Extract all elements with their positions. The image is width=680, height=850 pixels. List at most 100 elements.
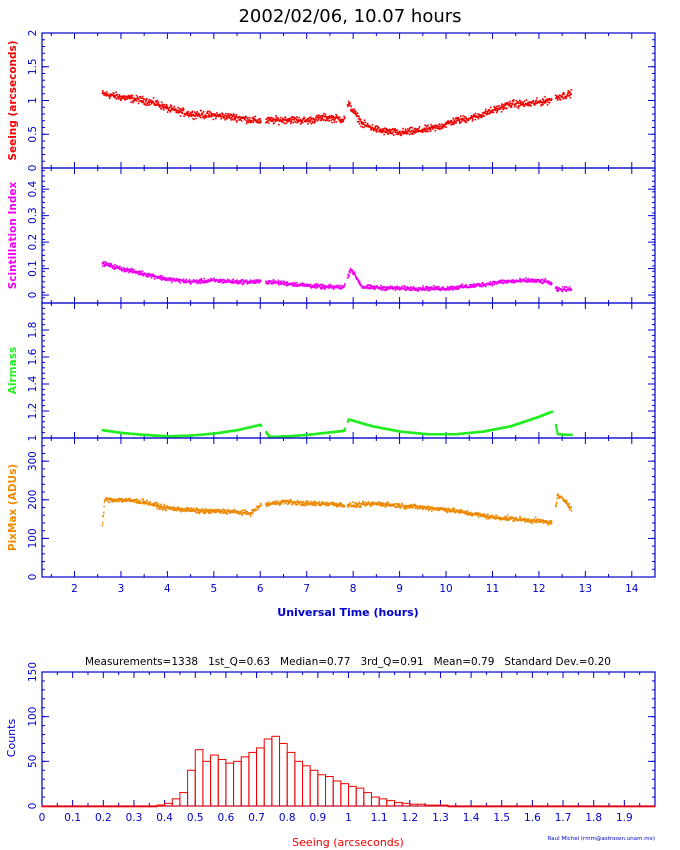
data-point — [233, 116, 236, 119]
data-point — [409, 286, 412, 289]
data-point — [390, 287, 393, 289]
data-point — [343, 117, 346, 120]
data-point — [280, 116, 282, 119]
data-point — [490, 111, 493, 113]
data-point — [353, 271, 356, 273]
data-point — [511, 103, 514, 105]
data-point — [332, 288, 335, 290]
data-point — [513, 281, 516, 284]
data-point — [207, 110, 209, 113]
data-point — [240, 511, 243, 514]
data-point — [373, 288, 376, 291]
data-point — [127, 499, 130, 502]
data-point — [157, 101, 160, 103]
data-point — [259, 505, 262, 507]
data-point — [340, 119, 343, 121]
data-point — [356, 112, 359, 114]
data-point — [204, 507, 207, 510]
data-point — [379, 129, 381, 131]
data-point — [325, 119, 327, 122]
data-point — [570, 92, 572, 95]
data-point — [176, 508, 178, 511]
data-point — [320, 119, 323, 121]
data-point — [253, 282, 255, 284]
data-point — [556, 287, 559, 290]
data-point — [219, 511, 221, 514]
data-point — [384, 130, 387, 133]
data-point — [272, 280, 275, 282]
data-point — [122, 97, 125, 100]
data-point — [348, 271, 351, 273]
data-point — [323, 119, 326, 121]
data-point — [366, 122, 369, 125]
data-point — [469, 285, 472, 288]
data-point — [299, 283, 301, 285]
data-point — [290, 282, 292, 284]
data-point — [364, 121, 367, 124]
data-point — [207, 509, 210, 511]
data-point — [112, 499, 114, 501]
data-point — [378, 130, 380, 133]
data-point — [301, 502, 303, 504]
data-point — [463, 115, 466, 118]
data-point — [148, 98, 151, 101]
data-point — [570, 289, 573, 291]
data-point — [556, 286, 558, 288]
data-point — [190, 510, 192, 513]
data-point — [146, 272, 149, 275]
data-point — [278, 284, 280, 286]
data-point — [119, 96, 122, 98]
data-point — [509, 102, 512, 105]
data-point — [195, 280, 197, 283]
data-point — [416, 128, 419, 131]
data-point — [494, 109, 497, 112]
data-point — [185, 509, 188, 512]
data-point — [465, 283, 467, 286]
data-point — [436, 127, 439, 130]
data-point — [138, 270, 141, 272]
data-point — [135, 94, 138, 97]
data-point — [223, 116, 226, 118]
data-point — [193, 279, 195, 281]
data-point — [547, 282, 550, 285]
data-point — [165, 509, 168, 512]
data-point — [527, 281, 529, 283]
data-point — [206, 281, 209, 284]
data-point — [215, 511, 218, 513]
data-point — [569, 93, 572, 96]
data-point — [126, 267, 129, 270]
data-point — [153, 102, 155, 104]
data-point — [255, 509, 258, 511]
data-point — [538, 281, 541, 284]
data-point — [394, 286, 396, 288]
data-point — [465, 284, 467, 287]
data-point — [296, 499, 299, 502]
data-point — [501, 105, 504, 107]
data-point — [105, 261, 107, 264]
data-point — [475, 116, 477, 119]
data-point — [131, 270, 133, 273]
data-point — [278, 123, 280, 126]
data-point — [436, 286, 438, 288]
data-point — [193, 507, 195, 510]
data-point — [387, 129, 390, 132]
data-point — [266, 502, 269, 505]
data-point — [258, 507, 260, 509]
data-point — [306, 120, 309, 123]
data-point — [115, 98, 118, 100]
data-point — [351, 272, 354, 274]
data-point — [548, 101, 551, 104]
data-point — [251, 509, 253, 511]
data-point — [561, 96, 564, 98]
y-axis-label: Seeing (arcseconds) — [7, 40, 19, 160]
data-point — [147, 276, 149, 278]
data-point — [182, 108, 185, 111]
data-point — [121, 96, 124, 98]
data-point — [363, 119, 366, 121]
data-point — [569, 96, 572, 99]
data-point — [115, 500, 117, 503]
data-point — [440, 289, 443, 291]
data-point — [244, 280, 246, 283]
data-point — [474, 118, 477, 121]
data-point — [509, 100, 511, 103]
